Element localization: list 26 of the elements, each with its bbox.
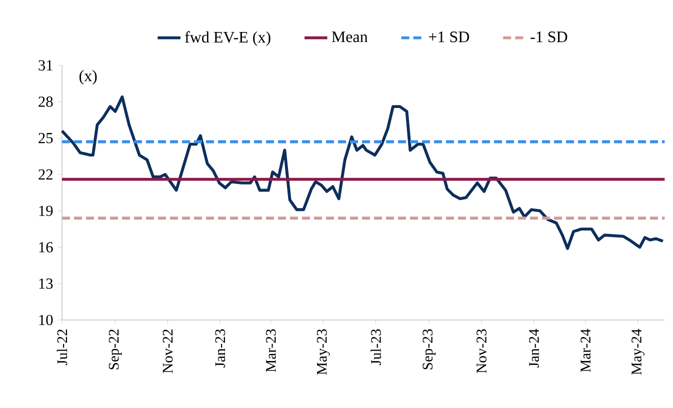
y-tick-label: 10: [39, 314, 53, 326]
line-series: [60, 95, 664, 250]
y-tick-label: 31: [38, 60, 52, 70]
legend-label: -1 SD: [530, 32, 568, 42]
x-tick-label: Jul-23: [370, 329, 381, 366]
y-axis-title: (x): [79, 70, 97, 85]
legend-label: Mean: [332, 32, 368, 42]
x-tick-label: Jan-24: [529, 328, 539, 368]
y-tick-label: 13: [39, 278, 53, 289]
y-tick-label: 28: [38, 96, 53, 107]
x-tick-label: Jul-22: [56, 330, 68, 366]
y-tick-label: 25: [38, 132, 53, 144]
x-tick-label: Nov-22: [162, 330, 173, 374]
x-tick-label: May-24: [632, 328, 644, 375]
legend-label: +1 SD: [428, 32, 470, 42]
x-tick-label: Jan-23: [215, 329, 226, 368]
y-tick-label: 19: [39, 206, 53, 216]
y-tick-label: 16: [39, 242, 53, 252]
x-tick-label: Sep-22: [108, 330, 122, 370]
x-tick-label: May-23: [316, 329, 330, 375]
x-tick-label: Nov-23: [476, 329, 486, 374]
x-tick-label: Sep-23: [422, 329, 436, 370]
x-tick-label: Mar-23: [266, 329, 276, 372]
legend-label: fwd EV-E (x): [185, 31, 270, 46]
x-tick-label: Mar-24: [580, 328, 591, 372]
y-tick-label: 22: [38, 169, 52, 180]
